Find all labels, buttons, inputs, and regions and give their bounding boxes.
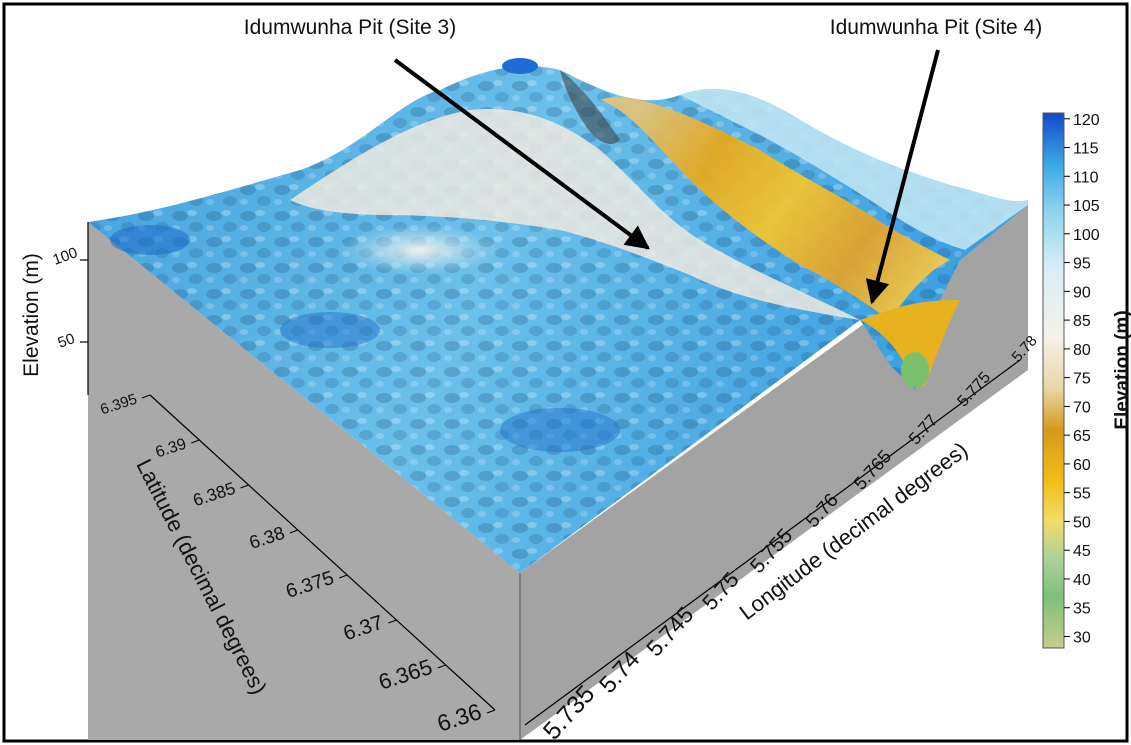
annotations: Idumwunha Pit (Site 3) Idumwunha Pit (Si… — [244, 16, 1042, 305]
colorbar-tick-label: 100 — [1073, 227, 1100, 244]
block-front-left-wall — [88, 222, 520, 740]
colorbar-tick-label: 120 — [1073, 112, 1100, 129]
annotation-site-4: Idumwunha Pit (Site 4) — [830, 16, 1042, 39]
colorbar-tick-label: 60 — [1073, 457, 1091, 474]
annotation-site-3-arrow — [393, 58, 650, 250]
terrain-surface — [88, 58, 1028, 573]
colorbar-tick-label: 35 — [1073, 601, 1091, 618]
z-tick-label: 50 — [56, 330, 77, 352]
y-tick — [388, 619, 397, 624]
colorbar-tick-label: 65 — [1073, 428, 1091, 445]
annotation-site-3: Idumwunha Pit (Site 3) — [244, 16, 456, 39]
colorbar-tick-label: 45 — [1073, 543, 1091, 560]
colorbar-tick-label: 50 — [1073, 514, 1091, 531]
colorbar-tick-label: 105 — [1073, 198, 1100, 215]
colorbar-tick-label: 115 — [1073, 141, 1099, 158]
y-tick — [191, 439, 200, 444]
colorbar: 120 115 110 105 100 95 90 85 80 75 70 65 60 55 50 45 40 3… — [1042, 112, 1131, 649]
y-tick — [141, 394, 151, 399]
colorbar-tick-label: 75 — [1073, 371, 1091, 388]
colorbar-tick-label: 70 — [1073, 399, 1091, 416]
y-tick — [240, 484, 249, 489]
annotation-site-4-arrow — [865, 49, 940, 305]
y-tick — [289, 529, 299, 534]
colorbar-tick-label: 40 — [1073, 572, 1091, 589]
colorbar-tick-label: 110 — [1073, 169, 1099, 186]
colorbar-tick-label: 85 — [1073, 313, 1091, 330]
colorbar-tick-label: 95 — [1073, 256, 1091, 273]
y-tick — [486, 709, 496, 714]
y-tick — [437, 664, 446, 669]
colorbar-tick-label: 30 — [1073, 629, 1091, 646]
colorbar-label: Elevation (m) — [1112, 310, 1131, 429]
z-axis: 100 50 Elevation (m) — [20, 222, 89, 395]
z-tick-label: 100 — [51, 244, 80, 269]
colorbar-tick-label: 90 — [1073, 284, 1091, 301]
z-axis-label: Elevation (m) — [20, 253, 43, 377]
colorbar-tick-label: 55 — [1073, 486, 1091, 503]
colorbar-gradient — [1042, 112, 1065, 649]
colorbar-tick-label: 80 — [1073, 342, 1091, 359]
y-tick — [338, 574, 348, 579]
